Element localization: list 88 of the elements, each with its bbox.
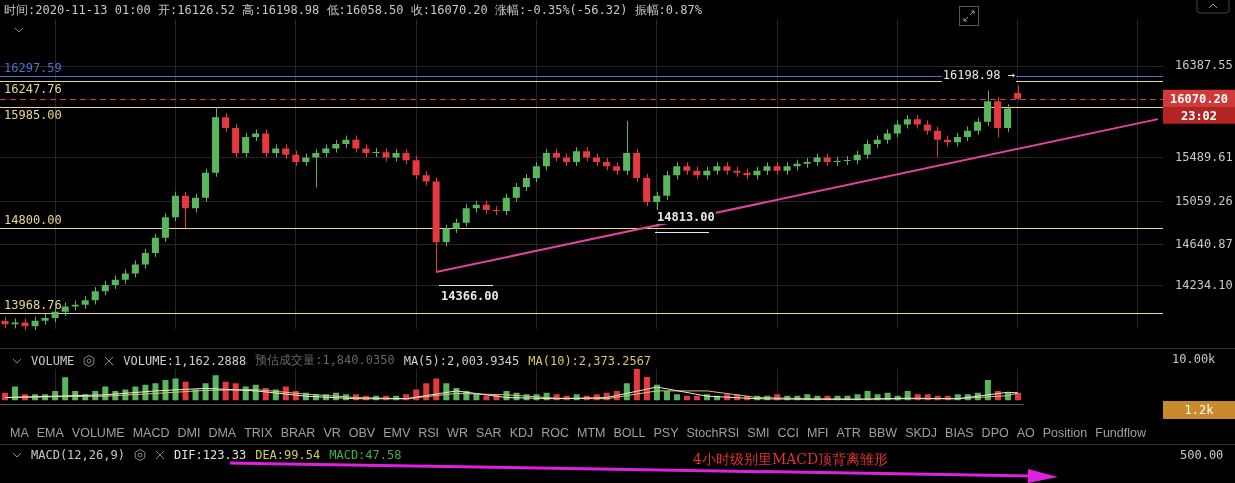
text: DEA:99.54 bbox=[255, 448, 321, 462]
text: 4小时级别里MACD顶背离雏形 bbox=[693, 451, 889, 469]
text: MFI bbox=[807, 426, 829, 440]
text: Position bbox=[1042, 426, 1088, 440]
text: PSY bbox=[653, 426, 679, 440]
candlestick bbox=[773, 161, 781, 176]
text: ROC bbox=[541, 426, 570, 440]
text: 500.00 bbox=[1180, 448, 1224, 462]
text: KDJ bbox=[509, 426, 534, 440]
text: CCI bbox=[777, 426, 800, 440]
text: MACD bbox=[132, 426, 170, 440]
text: RSI bbox=[418, 426, 440, 440]
text: BBW bbox=[868, 426, 898, 440]
text: MA bbox=[10, 426, 29, 440]
ref-line-label: 16070.20 bbox=[1170, 91, 1228, 106]
candlestick bbox=[883, 128, 891, 145]
ref-line-label: 14800.00 bbox=[4, 213, 62, 228]
candlestick bbox=[252, 128, 260, 142]
candlestick bbox=[332, 139, 340, 154]
text: 10.00k bbox=[1172, 352, 1216, 366]
bar bbox=[12, 386, 19, 401]
candlestick bbox=[1014, 85, 1022, 101]
y-tick-label: 14234.10 bbox=[1175, 278, 1233, 293]
text: 预估成交量:1,840.0350 bbox=[255, 352, 395, 369]
candlestick bbox=[923, 119, 931, 136]
text: MACD:47.58 bbox=[329, 448, 402, 462]
candlestick bbox=[41, 313, 49, 326]
text: SAR bbox=[475, 426, 502, 440]
candlestick bbox=[713, 161, 721, 176]
text: BRAR bbox=[280, 426, 316, 440]
annotation: 14813.00 bbox=[657, 210, 715, 224]
text: BIAS bbox=[945, 426, 974, 440]
y-tick-label: 16387.55 bbox=[1175, 58, 1233, 73]
text: SKDJ bbox=[905, 426, 938, 440]
candlestick bbox=[593, 152, 601, 167]
candlestick bbox=[723, 161, 731, 176]
chart-title: 时间:2020-11-13 01:00 开:16126.52 高:16198.98 低:16058.50 收:16070.20 涨幅:-0.35%(-56.32) 振幅:0.87% bbox=[4, 3, 703, 17]
text: Fundflow bbox=[1095, 426, 1146, 440]
text: ATR bbox=[836, 426, 861, 440]
candlestick bbox=[462, 203, 470, 228]
candlestick bbox=[81, 295, 89, 310]
candlestick bbox=[562, 152, 570, 167]
text: DMA bbox=[208, 426, 237, 440]
ref-line-label: 13968.76 bbox=[4, 298, 62, 313]
text: EMA bbox=[36, 426, 64, 440]
text: MA(5):2,003.9345 bbox=[403, 353, 520, 368]
text: 23:02 bbox=[1180, 108, 1218, 123]
chart-title: VOLUME bbox=[31, 353, 75, 368]
annotation: 16198.98 → bbox=[942, 68, 1015, 82]
text: MTM bbox=[577, 426, 606, 440]
candlestick bbox=[422, 170, 430, 187]
text: BOLL bbox=[613, 426, 646, 440]
text: EMV bbox=[383, 426, 411, 440]
text: DPO bbox=[981, 426, 1009, 440]
text: 1.2k bbox=[1163, 401, 1235, 419]
candlestick bbox=[733, 166, 741, 178]
text: VR bbox=[323, 426, 341, 440]
text: TRIX bbox=[244, 426, 273, 440]
ref-line-label: 16297.59 bbox=[4, 60, 62, 75]
candlestick bbox=[783, 161, 791, 176]
text: StochRSI bbox=[686, 426, 740, 440]
y-tick-label: 15059.26 bbox=[1175, 193, 1233, 208]
text: VOLUME:1,162.2888 bbox=[123, 353, 247, 368]
candlestick bbox=[683, 161, 691, 176]
text: AO bbox=[1016, 426, 1035, 440]
candlestick bbox=[763, 161, 771, 176]
candlestick bbox=[813, 152, 821, 167]
text: WR bbox=[447, 426, 468, 440]
candlestick bbox=[121, 268, 129, 285]
candlestick bbox=[302, 152, 310, 167]
candlestick bbox=[823, 152, 831, 167]
candlestick bbox=[613, 161, 621, 176]
text: DMI bbox=[177, 426, 201, 440]
candlestick bbox=[803, 157, 811, 169]
ref-line-label: 15985.00 bbox=[4, 108, 62, 123]
text: SMI bbox=[747, 426, 770, 440]
bar bbox=[673, 394, 680, 401]
annotation: 14366.00 bbox=[441, 289, 499, 303]
text: MA(10):2,373.2567 bbox=[528, 353, 652, 368]
text: DIF:123.33 bbox=[173, 448, 247, 462]
text: OBV bbox=[348, 426, 376, 440]
y-tick-label: 14640.87 bbox=[1175, 236, 1233, 251]
candlestick bbox=[61, 301, 69, 317]
text: MACD(12,26,9) bbox=[31, 448, 125, 462]
candlestick bbox=[382, 147, 390, 163]
y-tick-label: 15489.61 bbox=[1175, 150, 1233, 165]
text: VOLUME bbox=[71, 426, 125, 440]
ref-line-label: 16247.76 bbox=[4, 81, 62, 96]
